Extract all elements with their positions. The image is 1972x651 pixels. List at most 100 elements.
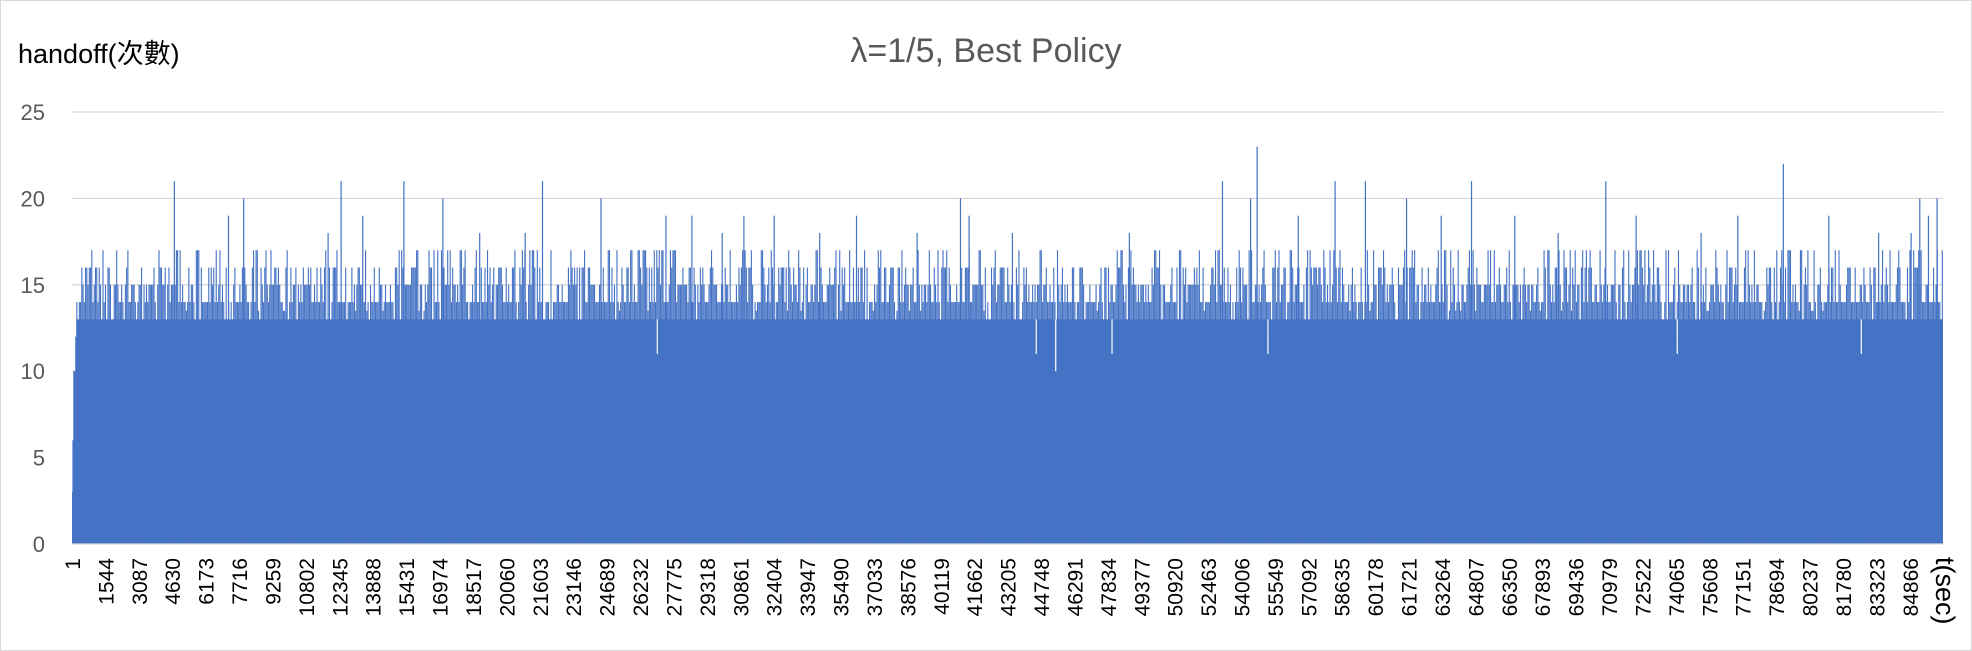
bar [1656, 267, 1658, 544]
bar [808, 302, 810, 544]
bar [1597, 302, 1599, 544]
bar [255, 250, 257, 545]
bar [244, 267, 246, 544]
bar [473, 302, 475, 544]
bar [928, 250, 930, 545]
bar [1328, 302, 1330, 544]
bar [141, 267, 143, 544]
bar [554, 302, 556, 544]
bar [333, 267, 336, 544]
bar [1934, 302, 1936, 544]
bar [1112, 302, 1115, 544]
bar [1608, 302, 1610, 544]
bar [1855, 302, 1857, 544]
bar-peak [1910, 232, 1912, 544]
bar [459, 250, 461, 545]
x-tick-label: 84866 [1900, 558, 1923, 616]
bar [480, 267, 482, 544]
bar [572, 284, 574, 544]
bar [321, 284, 323, 544]
bar [1437, 250, 1439, 545]
bar [1773, 267, 1775, 544]
bar [1849, 267, 1851, 544]
bar [1629, 284, 1631, 544]
bar [185, 310, 187, 544]
bar [1558, 250, 1560, 545]
bar [1572, 267, 1574, 544]
bar [314, 284, 316, 544]
bar [430, 267, 433, 544]
bar [1345, 302, 1347, 544]
bar [360, 284, 362, 544]
bar [1116, 250, 1118, 545]
bar [1665, 250, 1667, 545]
bar [753, 336, 755, 544]
bar [1491, 302, 1493, 544]
bar [96, 267, 98, 544]
bar-peak [743, 215, 745, 544]
bar [1497, 284, 1499, 544]
bar [748, 267, 750, 544]
bar [1167, 302, 1169, 544]
bar [1299, 302, 1301, 544]
bar [1456, 302, 1458, 544]
bar [1848, 267, 1850, 544]
bar [1237, 302, 1239, 544]
bar [462, 284, 464, 544]
x-tick-label: 64807 [1465, 558, 1488, 616]
bar [652, 302, 654, 544]
bar [1669, 302, 1671, 544]
bar [121, 284, 123, 544]
bar [1443, 250, 1446, 545]
bar [1533, 302, 1535, 544]
bar [1039, 250, 1041, 545]
bar [842, 284, 844, 544]
bar [117, 284, 119, 544]
bar [1493, 250, 1495, 545]
bar [1207, 302, 1209, 544]
bar [676, 302, 678, 544]
bar [391, 302, 393, 544]
bar [740, 267, 742, 544]
bar [1690, 284, 1692, 544]
bar [413, 267, 415, 544]
bar [299, 302, 301, 544]
bar [1379, 267, 1381, 544]
bar [188, 267, 190, 544]
x-tick-label: 44748 [1031, 558, 1054, 616]
bar [1786, 336, 1788, 544]
bar [1417, 284, 1419, 544]
bar [1177, 336, 1179, 544]
bar [1722, 302, 1724, 544]
bar [979, 250, 981, 545]
bar [1127, 267, 1129, 544]
bar [1508, 250, 1510, 545]
bar [1338, 267, 1340, 544]
bar [1750, 302, 1752, 544]
bar [1543, 250, 1545, 545]
bar [907, 284, 909, 544]
bar-dip [656, 319, 658, 354]
bar [774, 336, 776, 544]
bar [893, 302, 896, 544]
bar [315, 302, 317, 544]
bar [280, 302, 282, 544]
bar [742, 250, 744, 545]
bar [1114, 302, 1116, 544]
bar [1763, 310, 1765, 544]
bar [1360, 267, 1362, 544]
bar [477, 302, 479, 544]
bar [236, 302, 238, 544]
bar-peak [1635, 215, 1637, 544]
bar [964, 267, 966, 544]
bar [1198, 250, 1200, 545]
bar [1792, 284, 1794, 544]
bar [672, 250, 674, 545]
bar [930, 284, 932, 544]
bar [271, 284, 273, 544]
bar [1625, 336, 1627, 544]
bar [799, 267, 801, 544]
bar [1765, 302, 1767, 544]
bar [683, 284, 685, 544]
bar [1803, 284, 1805, 544]
